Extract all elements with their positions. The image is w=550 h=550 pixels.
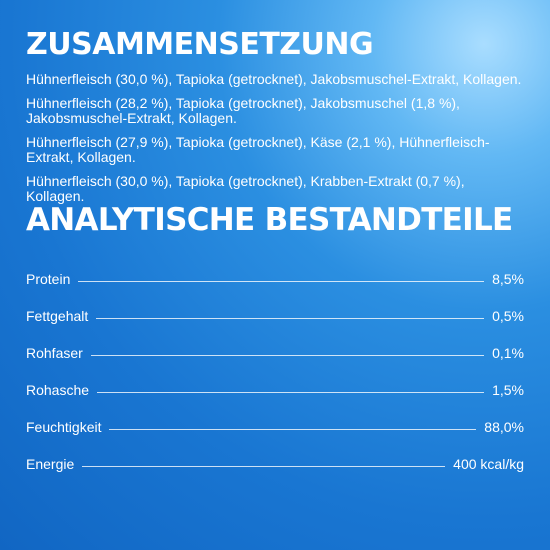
analysis-row-protein: Protein 8,5% xyxy=(26,269,524,289)
analysis-label: Protein xyxy=(26,271,71,287)
analysis-row-feuchtigkeit: Feuchtigkeit 88,0% xyxy=(26,417,524,437)
analysis-title: ANALYTISCHE BESTANDTEILE xyxy=(26,202,513,238)
leader-line xyxy=(82,465,446,467)
analysis-list: Protein 8,5% Fettgehalt 0,5% Rohfaser 0,… xyxy=(26,269,524,474)
analysis-label: Rohasche xyxy=(26,382,90,398)
leader-line xyxy=(78,280,485,282)
composition-list: Hühnerfleisch (30,0 %), Tapioka (getrock… xyxy=(26,72,524,204)
analysis-label: Energie xyxy=(26,456,75,472)
analysis-value: 1,5% xyxy=(492,382,524,398)
analysis-value: 88,0% xyxy=(484,419,524,435)
analysis-value: 8,5% xyxy=(492,271,524,287)
analysis-row-rohasche: Rohasche 1,5% xyxy=(26,380,524,400)
composition-item: Hühnerfleisch (27,9 %), Tapioka (getrock… xyxy=(26,134,490,165)
analysis-value: 0,5% xyxy=(492,308,524,324)
analysis-value: 400 kcal/kg xyxy=(453,456,524,472)
composition-title: ZUSAMMENSETZUNG xyxy=(26,27,374,62)
leader-line xyxy=(97,391,485,393)
analysis-label: Rohfaser xyxy=(26,345,83,361)
composition-item: Hühnerfleisch (28,2 %), Tapioka (getrock… xyxy=(26,95,460,126)
leader-line xyxy=(96,317,485,319)
analysis-row-energie: Energie 400 kcal/kg xyxy=(26,454,524,474)
composition-item: Hühnerfleisch (30,0 %), Tapioka (getrock… xyxy=(26,71,522,87)
analysis-label: Feuchtigkeit xyxy=(26,419,102,435)
analysis-row-fettgehalt: Fettgehalt 0,5% xyxy=(26,306,524,326)
leader-line xyxy=(109,428,477,430)
composition-item: Hühnerfleisch (30,0 %), Tapioka (getrock… xyxy=(26,173,465,204)
analysis-row-rohfaser: Rohfaser 0,1% xyxy=(26,343,524,363)
analysis-label: Fettgehalt xyxy=(26,308,89,324)
leader-line xyxy=(90,354,485,356)
analysis-value: 0,1% xyxy=(492,345,524,361)
